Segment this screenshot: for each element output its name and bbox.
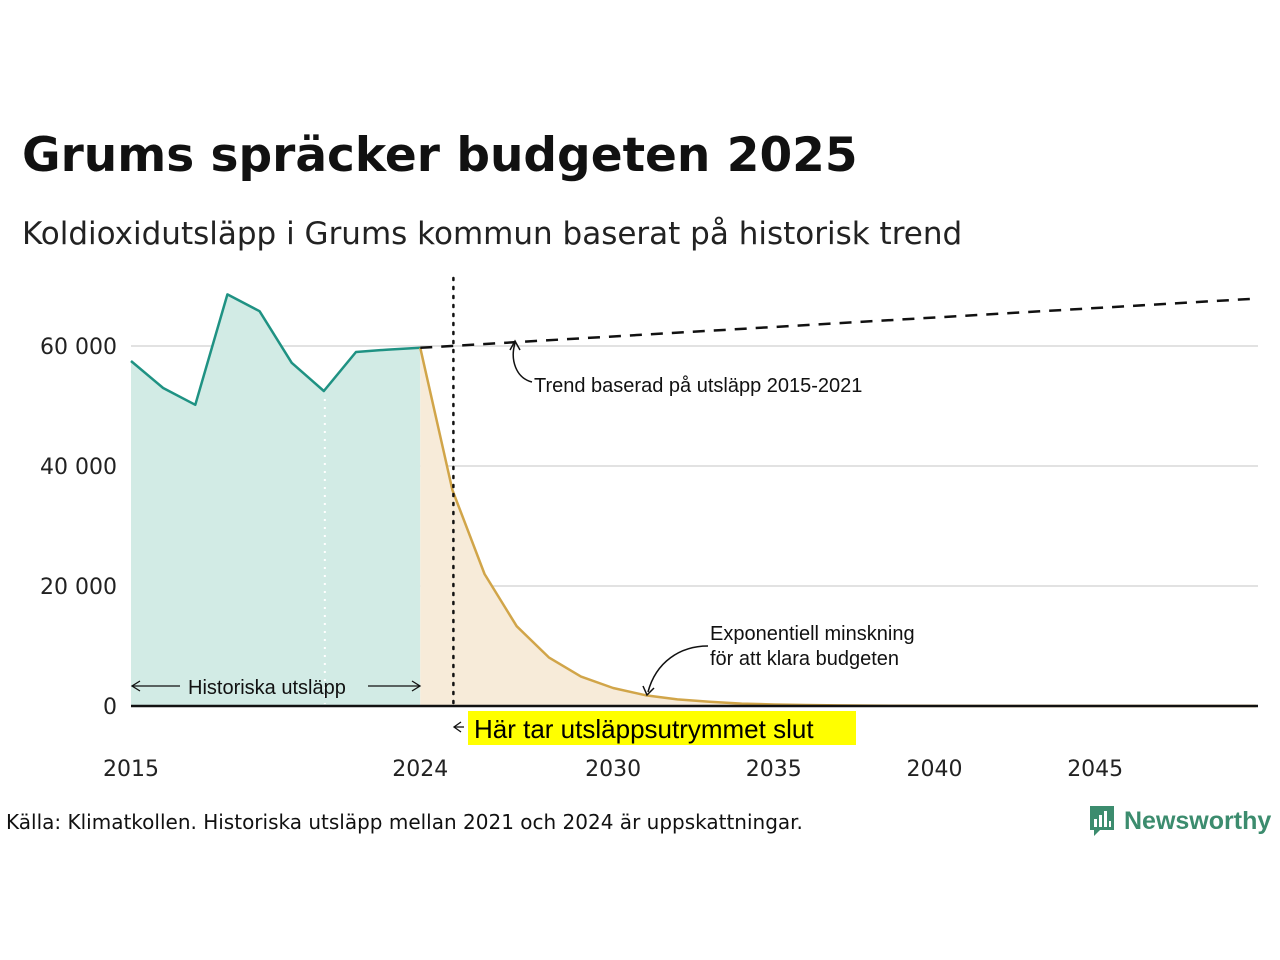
budget-end-arrowhead bbox=[452, 721, 462, 733]
historical-annotation: Historiska utsläpp bbox=[188, 677, 346, 699]
decline-annotation-line2: för att klara budgeten bbox=[710, 648, 899, 670]
y-tick-label: 40 000 bbox=[40, 455, 117, 480]
x-tick-label: 2045 bbox=[1067, 757, 1123, 782]
x-tick-label: 2035 bbox=[746, 757, 802, 782]
budget-end-label: Här tar utsläppsutrymmet slut bbox=[474, 714, 814, 744]
decline-area bbox=[420, 347, 1256, 706]
y-tick-label: 60 000 bbox=[40, 335, 117, 360]
trend-annotation-arrowhead bbox=[509, 339, 521, 351]
budget-end-highlight bbox=[468, 711, 856, 745]
trend-dashed-line bbox=[420, 297, 1256, 350]
y-tick-label: 20 000 bbox=[40, 575, 117, 600]
source-note: Källa: Klimatkollen. Historiska utsläpp … bbox=[6, 810, 803, 834]
newsworthy-logo[interactable]: Newsworthy bbox=[1088, 804, 1271, 838]
x-tick-label: 2024 bbox=[392, 757, 448, 782]
trend-annotation-arrow bbox=[512, 342, 533, 383]
historical-emissions-line bbox=[130, 293, 421, 407]
emissions-chart: 0 20 000 40 000 60 000 2015 2024 2030 2035 2040 2… bbox=[40, 276, 1258, 782]
trend-annotation: Trend baserad på utsläpp 2015-2021 bbox=[534, 375, 862, 397]
chart-subtitle: Koldioxidutsläpp i Grums kommun baserat … bbox=[22, 216, 963, 252]
historical-area bbox=[131, 294, 421, 706]
historical-span-right-head bbox=[411, 680, 422, 692]
y-tick-label: 0 bbox=[103, 695, 117, 720]
decline-annotation-line1: Exponentiell minskning bbox=[710, 623, 915, 645]
x-tick-label: 2015 bbox=[103, 757, 159, 782]
decline-annotation-arrowhead bbox=[642, 685, 655, 697]
chart-title: Grums spräcker budgeten 2025 bbox=[22, 128, 858, 183]
brand-name: Newsworthy bbox=[1124, 806, 1272, 835]
newsworthy-bar-chart-icon bbox=[1090, 806, 1114, 836]
x-tick-label: 2040 bbox=[907, 757, 963, 782]
x-tick-label: 2030 bbox=[585, 757, 641, 782]
decline-annotation-arrow bbox=[647, 645, 709, 693]
historical-span-left-head bbox=[130, 680, 141, 692]
